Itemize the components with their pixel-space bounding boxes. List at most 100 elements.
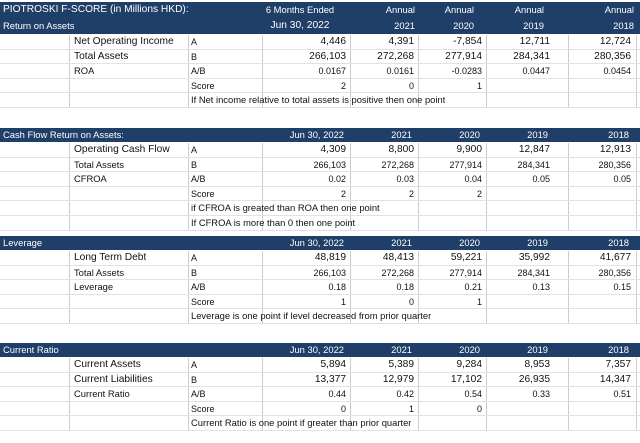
table-cell[interactable]: 48,819 (314, 252, 346, 263)
table-cell[interactable]: 0.04 (464, 174, 482, 185)
grid-line (188, 35, 189, 108)
table-cell[interactable]: 48,413 (382, 252, 414, 263)
table-cell[interactable]: 12,724 (599, 36, 631, 47)
table-cell[interactable]: 1 (476, 80, 482, 91)
row-divider (0, 156, 640, 158)
table-cell[interactable]: 0.18 (396, 282, 414, 293)
table-cell[interactable]: 2 (408, 188, 414, 199)
row-label: Leverage (74, 281, 114, 293)
table-cell[interactable]: 0.13 (532, 282, 550, 293)
table-cell[interactable] (568, 79, 631, 93)
table-cell[interactable] (568, 295, 631, 309)
table-cell[interactable]: 0.0454 (603, 66, 631, 77)
table-row: Score 1 0 1 (0, 295, 640, 310)
table-cell[interactable]: 35,992 (518, 252, 550, 263)
table-cell[interactable]: 12,847 (518, 144, 550, 155)
period-bottom-4: 2018 (613, 20, 634, 31)
table-cell[interactable]: 266,103 (309, 50, 346, 62)
table-cell[interactable]: 5,389 (388, 359, 415, 370)
table-cell[interactable]: 280,356 (598, 159, 631, 170)
table-cell[interactable]: 277,914 (449, 267, 482, 278)
table-cell[interactable]: 272,268 (381, 159, 414, 170)
note-row: if CFROA is greated than ROA then one po… (0, 201, 640, 216)
table-cell[interactable]: 0.42 (396, 389, 414, 400)
grid-line (636, 143, 637, 231)
table-cell[interactable]: -0.0283 (451, 66, 482, 77)
grid-line (188, 143, 189, 231)
table-cell[interactable]: 0.0161 (386, 66, 414, 77)
table-cell[interactable] (486, 187, 550, 201)
table-cell[interactable]: 8,953 (524, 359, 551, 370)
grid-line (568, 35, 569, 108)
table-cell[interactable]: 0.18 (328, 282, 346, 293)
table-cell[interactable]: 1 (408, 403, 414, 414)
table-cell[interactable]: 2 (476, 188, 482, 199)
table-cell[interactable]: 2 (340, 188, 346, 199)
table-cell[interactable]: 0 (476, 403, 482, 414)
table-cell[interactable]: -7,854 (453, 36, 482, 47)
table-cell[interactable]: 272,268 (381, 267, 414, 278)
table-cell[interactable]: 284,341 (517, 267, 550, 278)
row-divider (0, 279, 640, 281)
table-cell[interactable]: 277,914 (445, 50, 482, 62)
table-cell[interactable]: 266,103 (313, 267, 346, 278)
table-cell[interactable]: 0.03 (396, 174, 414, 185)
period-bottom-0: Jun 30, 2022 (270, 20, 330, 31)
table-cell[interactable]: 8,800 (388, 144, 415, 155)
column-header: Jun 30, 2022 (289, 129, 344, 140)
table-cell[interactable] (486, 295, 550, 309)
table-cell[interactable]: 0.0167 (318, 66, 346, 77)
table-cell[interactable]: 284,341 (517, 159, 550, 170)
table-cell[interactable]: 0 (408, 296, 414, 307)
table-cell[interactable]: 272,268 (377, 50, 414, 62)
table-cell[interactable]: 26,935 (518, 373, 550, 385)
row-code: Score (191, 80, 215, 91)
table-cell[interactable] (568, 402, 631, 416)
table-cell[interactable]: 0.21 (464, 282, 482, 293)
table-cell[interactable]: 9,900 (456, 144, 483, 155)
table-cell[interactable]: 12,711 (519, 36, 550, 47)
table-cell[interactable]: 12,913 (599, 144, 631, 155)
period-top-4: Annual (604, 4, 634, 15)
scoring-note: if CFROA is greated than ROA then one po… (191, 202, 380, 214)
table-cell[interactable]: 0.33 (532, 389, 550, 400)
table-cell[interactable]: 0 (408, 80, 414, 91)
table-cell[interactable]: 266,103 (313, 159, 346, 170)
table-cell[interactable]: 0.02 (328, 174, 346, 185)
table-cell[interactable]: 13,377 (314, 373, 346, 385)
table-cell[interactable]: 0.05 (613, 174, 631, 185)
table-cell[interactable]: 277,914 (449, 159, 482, 170)
table-cell[interactable]: 0 (340, 403, 346, 414)
table-cell[interactable]: 284,341 (513, 50, 550, 62)
table-cell[interactable] (486, 79, 550, 93)
table-cell[interactable]: 4,309 (320, 144, 347, 155)
table-cell[interactable]: 0.0447 (522, 66, 550, 77)
table-cell[interactable]: 59,221 (450, 252, 482, 263)
table-cell[interactable]: 280,356 (594, 50, 631, 62)
table-cell[interactable]: 17,102 (450, 373, 482, 385)
table-cell[interactable]: 1 (340, 296, 346, 307)
grid-line (69, 143, 70, 231)
table-cell[interactable]: 14,347 (599, 373, 631, 385)
table-cell[interactable]: 0.51 (613, 389, 631, 400)
table-cell[interactable]: 9,284 (456, 359, 483, 370)
row-divider (0, 229, 640, 231)
table-cell[interactable]: 0.44 (328, 389, 346, 400)
grid-line (262, 251, 263, 324)
table-cell[interactable]: 280,356 (598, 267, 631, 278)
table-cell[interactable] (568, 187, 631, 201)
table-cell[interactable]: 0.05 (532, 174, 550, 185)
table-cell[interactable]: 4,446 (320, 36, 347, 47)
table-cell[interactable]: 7,357 (605, 359, 632, 370)
row-code: A/B (191, 389, 206, 400)
table-cell[interactable]: 2 (340, 80, 346, 91)
grid-line (262, 358, 263, 431)
table-cell[interactable]: 4,391 (388, 36, 415, 47)
table-cell[interactable]: 41,677 (599, 252, 631, 263)
table-cell[interactable]: 0.15 (613, 282, 631, 293)
table-cell[interactable]: 12,979 (382, 373, 414, 385)
table-cell[interactable]: 5,894 (320, 359, 347, 370)
table-cell[interactable]: 0.54 (464, 389, 482, 400)
table-cell[interactable] (486, 402, 550, 416)
table-cell[interactable]: 1 (476, 296, 482, 307)
